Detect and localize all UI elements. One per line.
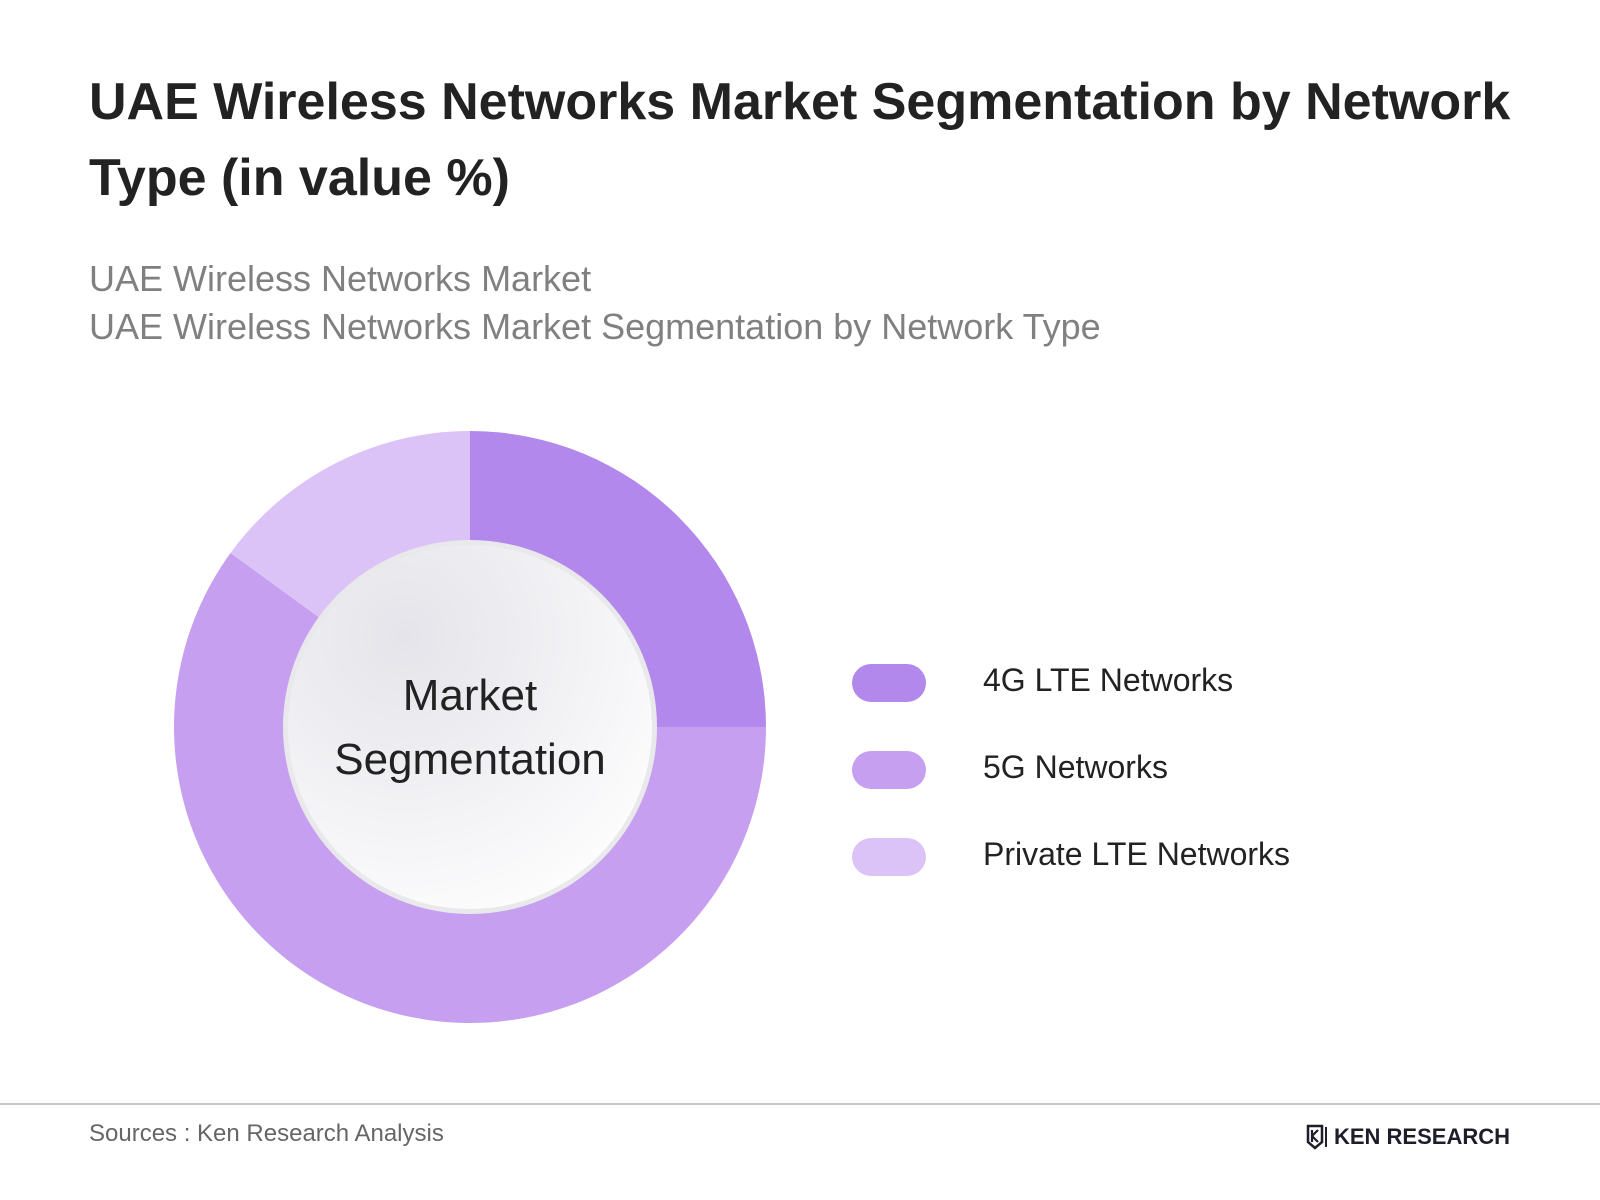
- brand-name: KEN RESEARCH: [1333, 1124, 1510, 1149]
- brand-logo: KEN RESEARCH: [1306, 1124, 1510, 1150]
- center-label-line1: Market: [402, 671, 538, 720]
- donut-center-disc: [288, 545, 652, 909]
- sources-note: Sources : Ken Research Analysis: [89, 1120, 444, 1147]
- legend-swatch-5g: [852, 751, 926, 789]
- chart-title: UAE Wireless Networks Market Segmentatio…: [89, 73, 1511, 207]
- legend-swatch-4g-lte: [852, 664, 926, 702]
- legend-label-4g-lte: 4G LTE Networks: [983, 662, 1234, 698]
- footer-divider: [0, 1103, 1600, 1105]
- ken-research-logo-icon: [1306, 1124, 1327, 1150]
- donut-center-label: Market Segmentation: [290, 664, 650, 792]
- center-label-line2: Segmentation: [334, 735, 606, 784]
- legend-swatch-private-lte: [852, 838, 926, 876]
- chart-subtitle-line1: UAE Wireless Networks Market: [89, 258, 592, 299]
- legend-label-5g: 5G Networks: [983, 749, 1168, 785]
- legend-label-private-lte: Private LTE Networks: [983, 836, 1291, 872]
- chart-subtitle-line2: UAE Wireless Networks Market Segmentatio…: [89, 306, 1101, 347]
